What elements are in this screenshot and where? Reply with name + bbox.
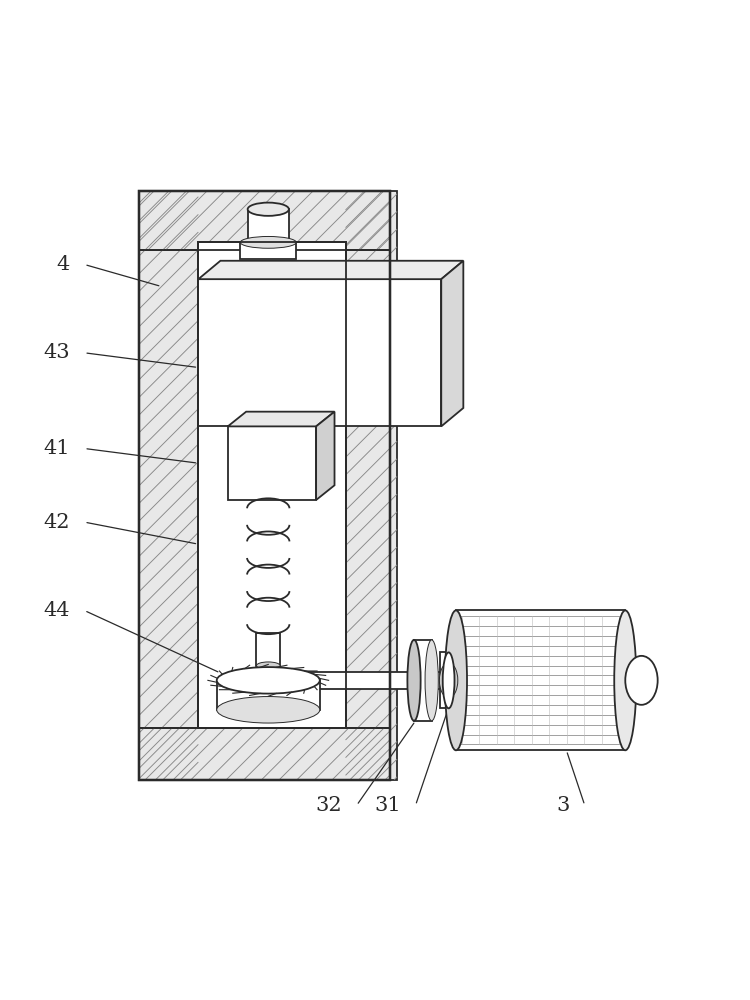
- Ellipse shape: [407, 640, 421, 721]
- Text: 44: 44: [43, 601, 70, 620]
- Polygon shape: [198, 261, 464, 279]
- Polygon shape: [228, 412, 334, 426]
- Ellipse shape: [267, 672, 277, 689]
- Ellipse shape: [256, 662, 280, 669]
- Bar: [248, 209, 289, 246]
- Ellipse shape: [240, 236, 296, 248]
- Ellipse shape: [445, 610, 467, 750]
- Bar: [240, 242, 296, 259]
- Text: 43: 43: [43, 343, 70, 362]
- Text: 3: 3: [556, 796, 570, 815]
- Bar: [140, 728, 390, 780]
- Ellipse shape: [626, 656, 658, 705]
- Bar: [198, 279, 441, 426]
- Bar: [440, 652, 458, 708]
- Ellipse shape: [217, 667, 320, 694]
- Bar: [140, 191, 390, 780]
- Polygon shape: [316, 412, 334, 500]
- Bar: [140, 191, 198, 780]
- Text: 32: 32: [315, 796, 342, 815]
- Bar: [256, 632, 280, 666]
- Text: 42: 42: [43, 513, 70, 532]
- Ellipse shape: [217, 697, 320, 723]
- Ellipse shape: [425, 640, 438, 721]
- Bar: [346, 191, 397, 780]
- Bar: [198, 242, 346, 728]
- Text: 41: 41: [43, 439, 70, 458]
- Text: 31: 31: [374, 796, 400, 815]
- Ellipse shape: [248, 239, 289, 253]
- Text: 4: 4: [56, 255, 70, 274]
- Ellipse shape: [248, 203, 289, 216]
- Bar: [140, 191, 390, 250]
- Bar: [217, 680, 320, 710]
- Bar: [414, 640, 432, 721]
- Bar: [228, 426, 316, 500]
- Bar: [140, 191, 390, 780]
- Ellipse shape: [614, 610, 636, 750]
- Ellipse shape: [442, 652, 454, 708]
- Bar: [272, 672, 448, 689]
- Ellipse shape: [440, 663, 458, 698]
- Bar: [456, 610, 626, 750]
- Polygon shape: [441, 261, 464, 426]
